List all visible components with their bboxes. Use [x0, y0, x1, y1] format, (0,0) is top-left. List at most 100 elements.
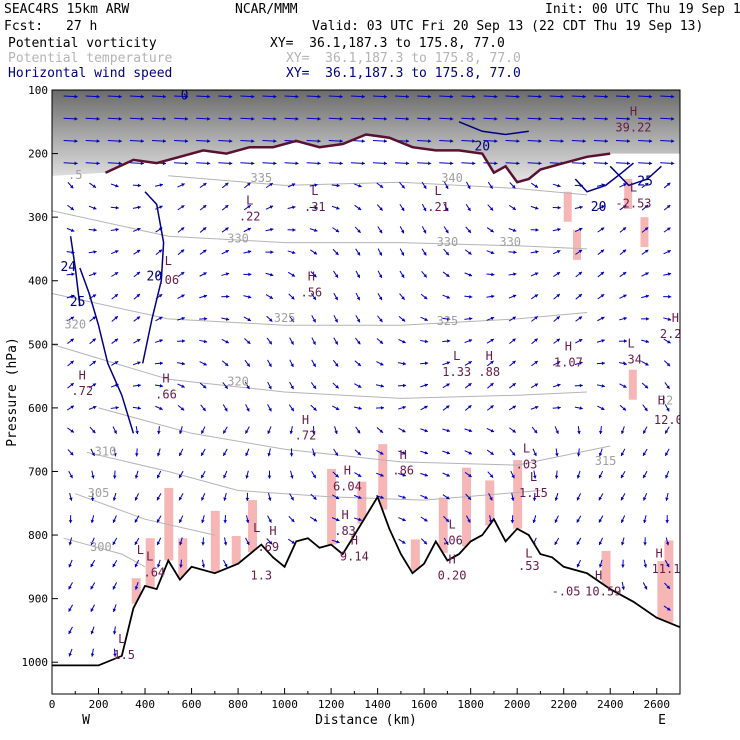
plot-frame: [51, 89, 681, 695]
wind-vector-head: [556, 250, 561, 254]
wind-vector-head: [534, 383, 539, 387]
wind-vector-head: [494, 117, 498, 121]
x-tick-label: 2400: [597, 698, 624, 711]
wind-vector-head: [357, 229, 361, 233]
wind-vector-head: [423, 207, 427, 212]
theta-label: 32: [659, 394, 673, 408]
wind-vector-head: [556, 361, 561, 365]
wind-vector-head: [621, 541, 625, 546]
wind-vector-head: [140, 161, 144, 166]
wind-vector-head: [665, 520, 670, 524]
wind-vector-head: [557, 227, 561, 232]
wind-vector-head: [158, 271, 163, 276]
wind-vector-head: [184, 161, 189, 166]
x-axis-title: Distance (km): [315, 713, 417, 728]
wind-vector-head: [423, 252, 427, 256]
wind-vector-head: [378, 296, 383, 301]
pv-extremum-label: L: [165, 254, 172, 268]
wind-vector-head: [292, 228, 296, 232]
wind-vector-head: [134, 497, 139, 501]
wind-vector-head: [179, 430, 183, 434]
wind-vector-head: [247, 295, 252, 299]
wind-vector-head: [156, 541, 161, 546]
wind-vector-head: [447, 339, 451, 343]
wind-vector-head: [556, 272, 561, 276]
wind-vector-head: [93, 228, 97, 232]
wind-vector-head: [289, 430, 294, 435]
wind-vector-head: [158, 249, 163, 253]
x-tick-label: 2200: [550, 698, 577, 711]
wind-vector-head: [202, 249, 207, 254]
wind-vector-head: [380, 384, 384, 388]
pv-extremum-label: L: [630, 181, 637, 195]
wind-vector-head: [401, 184, 405, 189]
pv-extremum-label: 12.0: [654, 413, 683, 427]
wind-vector-head: [511, 184, 516, 189]
pv-extremum-label: L: [246, 193, 253, 207]
wind-vector-head: [402, 473, 406, 477]
wind-vector-head: [245, 430, 249, 434]
wind-vector-head: [314, 228, 318, 232]
wind-vector-head: [534, 272, 539, 276]
wind-vector-head: [291, 540, 295, 544]
wind-vector-head: [579, 406, 583, 410]
wind-vector-head: [361, 161, 365, 166]
wind-vector-head: [204, 317, 208, 321]
wind-vector-head: [157, 430, 161, 435]
wind-vector-head: [578, 227, 583, 232]
wind-vector-head: [312, 474, 316, 479]
theta-label: 315: [595, 454, 617, 468]
wind-vector-head: [489, 207, 494, 211]
wind-vector-head: [137, 383, 141, 388]
pv-extremum-label: H: [269, 524, 276, 538]
pv-extremum-label: L: [146, 549, 153, 563]
wind-vector-head: [136, 271, 141, 276]
wind-vector-head: [532, 497, 537, 501]
wind-vector-head: [645, 339, 649, 344]
pv-extremum-label: -2.53: [615, 197, 651, 211]
wind-vector-head: [179, 452, 183, 457]
wind-vector-head: [402, 405, 406, 410]
wind-vector-head: [579, 383, 583, 388]
wind-vector-head: [115, 184, 119, 188]
pv-patch: [513, 460, 523, 529]
wind-vector-head: [112, 475, 117, 479]
wind-vector-head: [644, 249, 649, 254]
wind-vector-head: [71, 272, 75, 277]
wind-vector-head: [291, 183, 296, 187]
wind-vector-head: [534, 405, 539, 410]
wind-vector-head: [620, 430, 625, 434]
pv-patch: [248, 500, 258, 553]
wind-vector-head: [313, 496, 317, 500]
wind-speed-label: 24: [60, 260, 76, 275]
field-name-wind: Horizontal wind speed: [8, 66, 173, 81]
wind-vector-head: [118, 117, 122, 121]
wind-vector-head: [402, 361, 406, 366]
wind-vector-head: [446, 428, 451, 433]
wind-vector-head: [251, 139, 255, 143]
wind-vector-head: [598, 541, 603, 546]
wind-vector-head: [96, 94, 100, 99]
pv-extremum-label: H: [655, 546, 662, 560]
wind-vector-head: [534, 316, 538, 320]
fcst-value: 27 h: [66, 19, 98, 34]
wind-vector-head: [112, 586, 116, 590]
wind-vector-head: [92, 405, 97, 410]
wind-vector-head: [671, 161, 675, 166]
wind-vector-head: [184, 117, 189, 121]
pv-extremum-label: .88: [478, 365, 500, 379]
y-tick-label: 800: [28, 529, 48, 542]
wind-vector-head: [491, 272, 495, 277]
wind-vector-head: [556, 338, 560, 342]
wind-vector-head: [113, 430, 117, 434]
wind-vector-head: [472, 117, 476, 121]
wind-vector-head: [405, 161, 410, 166]
wind-vector-head: [356, 251, 361, 256]
wind-vector-head: [114, 316, 118, 320]
wind-vector-head: [622, 407, 627, 411]
wind-vector-head: [665, 452, 669, 456]
wind-vector-head: [671, 94, 675, 99]
wind-vector-head: [620, 474, 625, 479]
wind-vector-head: [74, 161, 78, 166]
pv-extremum-label: H: [565, 340, 572, 354]
